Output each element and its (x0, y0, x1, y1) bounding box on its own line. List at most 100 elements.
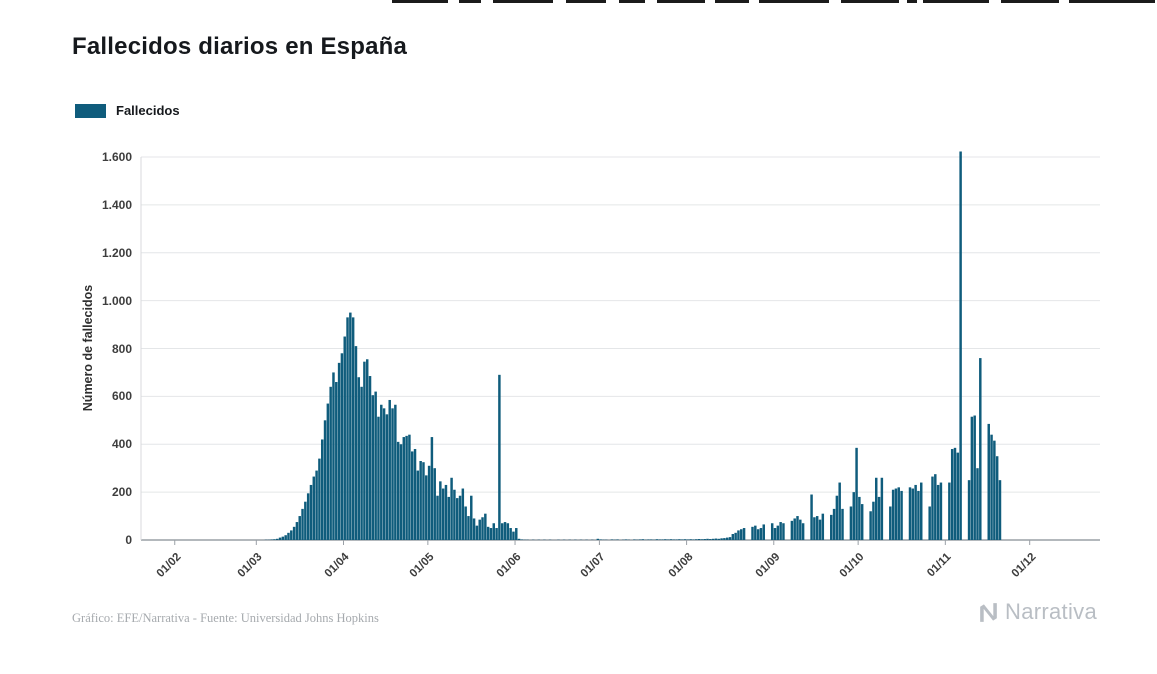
bar (880, 477, 884, 540)
bar (323, 420, 327, 540)
screen-edge-artifact (715, 0, 749, 3)
bar (759, 528, 763, 540)
bar (509, 528, 512, 540)
bar (332, 372, 335, 540)
bar (492, 523, 496, 540)
bar (894, 488, 898, 540)
bar (779, 522, 782, 540)
bar (717, 538, 720, 540)
screen-edge-artifact (392, 0, 448, 3)
bar (371, 395, 375, 540)
bar (967, 480, 971, 540)
bar (450, 477, 453, 540)
bar (998, 480, 1002, 540)
bar (405, 435, 408, 540)
bar (326, 403, 330, 540)
bar (419, 461, 422, 540)
bar (830, 514, 833, 540)
bar (515, 528, 518, 540)
bar (813, 517, 816, 540)
bar (872, 501, 875, 540)
bar (801, 523, 805, 540)
bar (897, 487, 900, 540)
bar (934, 474, 937, 540)
bar (959, 151, 962, 541)
bar (737, 530, 740, 540)
bar (711, 538, 715, 540)
bar (396, 441, 400, 540)
bar (394, 404, 397, 540)
bar (346, 317, 349, 540)
footer-credit: Gráfico: EFE/Narrativa - Fuente: Univers… (72, 611, 379, 625)
bar (993, 440, 996, 540)
bar (377, 416, 380, 540)
bar (495, 528, 498, 540)
bar (363, 361, 366, 540)
bar (714, 538, 718, 540)
bar (740, 529, 743, 540)
bar (391, 408, 394, 540)
screen-edge-artifact (566, 0, 606, 3)
bar (281, 536, 285, 540)
bar (295, 522, 299, 540)
bar (720, 538, 723, 540)
bar (402, 437, 406, 540)
bar (343, 336, 346, 540)
bar (669, 539, 673, 540)
bar (838, 482, 841, 540)
bar (939, 482, 943, 540)
bar (357, 377, 361, 541)
bar (917, 490, 920, 540)
bar (852, 492, 855, 541)
bar (512, 531, 515, 540)
bar (799, 519, 802, 540)
bar (860, 504, 864, 540)
bar (422, 462, 425, 540)
bar (900, 490, 903, 540)
bar (335, 382, 338, 540)
bar (275, 538, 279, 540)
bar (793, 518, 796, 540)
bar (751, 526, 754, 540)
bar (374, 391, 377, 540)
bar (388, 399, 391, 540)
bar (408, 434, 411, 541)
bar (517, 538, 521, 540)
bar (725, 537, 729, 540)
bar (689, 539, 692, 540)
bar (858, 496, 861, 540)
bar (455, 498, 459, 540)
bar (309, 484, 313, 540)
bar (835, 495, 839, 540)
bar (742, 528, 746, 540)
bar (869, 511, 872, 540)
bar (287, 532, 290, 540)
bar (841, 508, 844, 540)
bar (709, 539, 712, 540)
bar (472, 518, 476, 540)
bar (987, 423, 990, 540)
screen-edge-artifact (459, 0, 481, 3)
bar (368, 376, 372, 540)
bar (911, 488, 915, 540)
bar (427, 465, 431, 540)
bar (773, 528, 777, 540)
bar (790, 520, 794, 540)
bar (782, 523, 785, 540)
bar (413, 449, 417, 540)
bar (385, 414, 389, 540)
screen-edge-artifact (619, 0, 645, 3)
screen-edge-artifact (907, 0, 917, 3)
screen-edge-artifact (923, 0, 989, 3)
screen-edge-artifact (657, 0, 705, 3)
bar (979, 358, 982, 540)
screen-edge-artifact (1069, 0, 1155, 3)
bar (484, 513, 487, 540)
bar (889, 506, 892, 540)
bar (273, 539, 276, 540)
bar (416, 470, 420, 540)
bar (877, 496, 881, 540)
bar (301, 508, 304, 540)
bar (706, 538, 709, 540)
